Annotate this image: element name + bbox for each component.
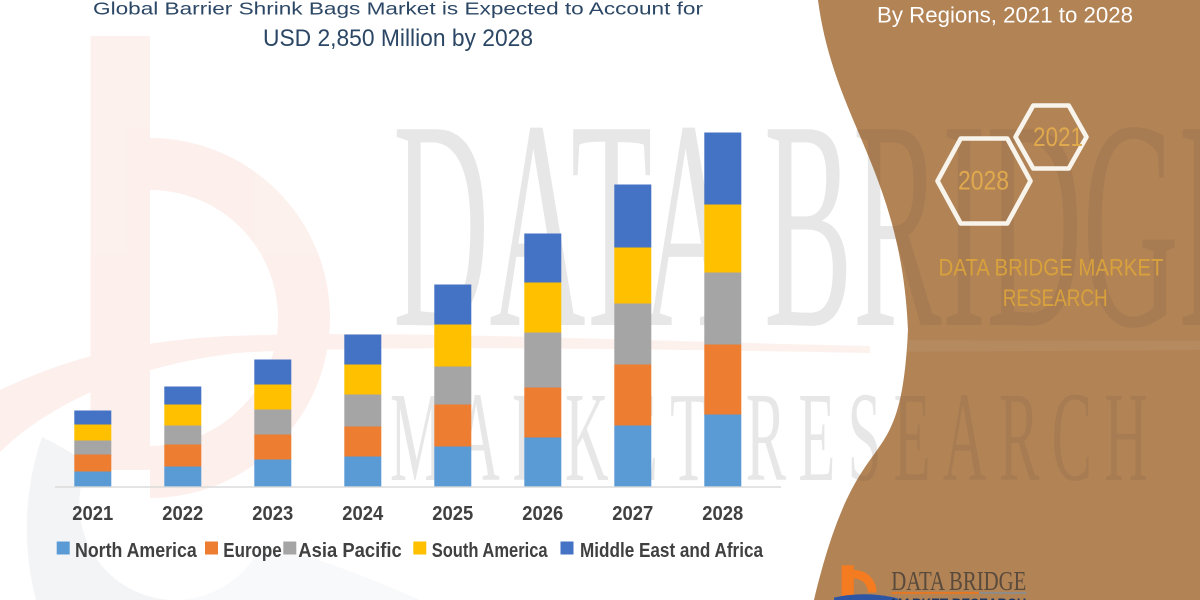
svg-text:2026: 2026 [522,502,563,525]
svg-text:DATA BRIDGE: DATA BRIDGE [891,566,1026,596]
svg-text:South America: South America [432,540,549,562]
svg-text:2021: 2021 [1033,122,1083,152]
svg-text:By Regions, 2021 to 2028: By Regions, 2021 to 2028 [877,3,1133,28]
svg-text:2022: 2022 [162,502,203,525]
svg-text:RESEARCH: RESEARCH [1003,285,1108,312]
svg-text:DATA BRIDGE MARKET: DATA BRIDGE MARKET [939,255,1164,282]
svg-text:Europe: Europe [223,540,281,562]
svg-text:North America: North America [75,540,197,562]
svg-text:2028: 2028 [702,502,743,525]
svg-text:Global Barrier Shrink Bags Mar: Global Barrier Shrink Bags Market is Exp… [93,0,703,19]
svg-text:Asia Pacific: Asia Pacific [298,540,401,562]
svg-text:2025: 2025 [432,502,473,525]
svg-text:Middle East and Africa: Middle East and Africa [580,540,764,562]
svg-text:2021: 2021 [72,502,113,525]
svg-text:2027: 2027 [612,502,653,525]
svg-text:MARKET RESEARCH: MARKET RESEARCH [891,597,1026,600]
svg-text:2024: 2024 [342,502,384,525]
svg-text:MARKET RESEARCH: MARKET RESEARCH [390,366,1160,508]
svg-text:2028: 2028 [958,166,1009,196]
svg-text:2023: 2023 [252,502,293,525]
svg-text:USD 2,850 Million by 2028: USD 2,850 Million by 2028 [263,25,533,52]
